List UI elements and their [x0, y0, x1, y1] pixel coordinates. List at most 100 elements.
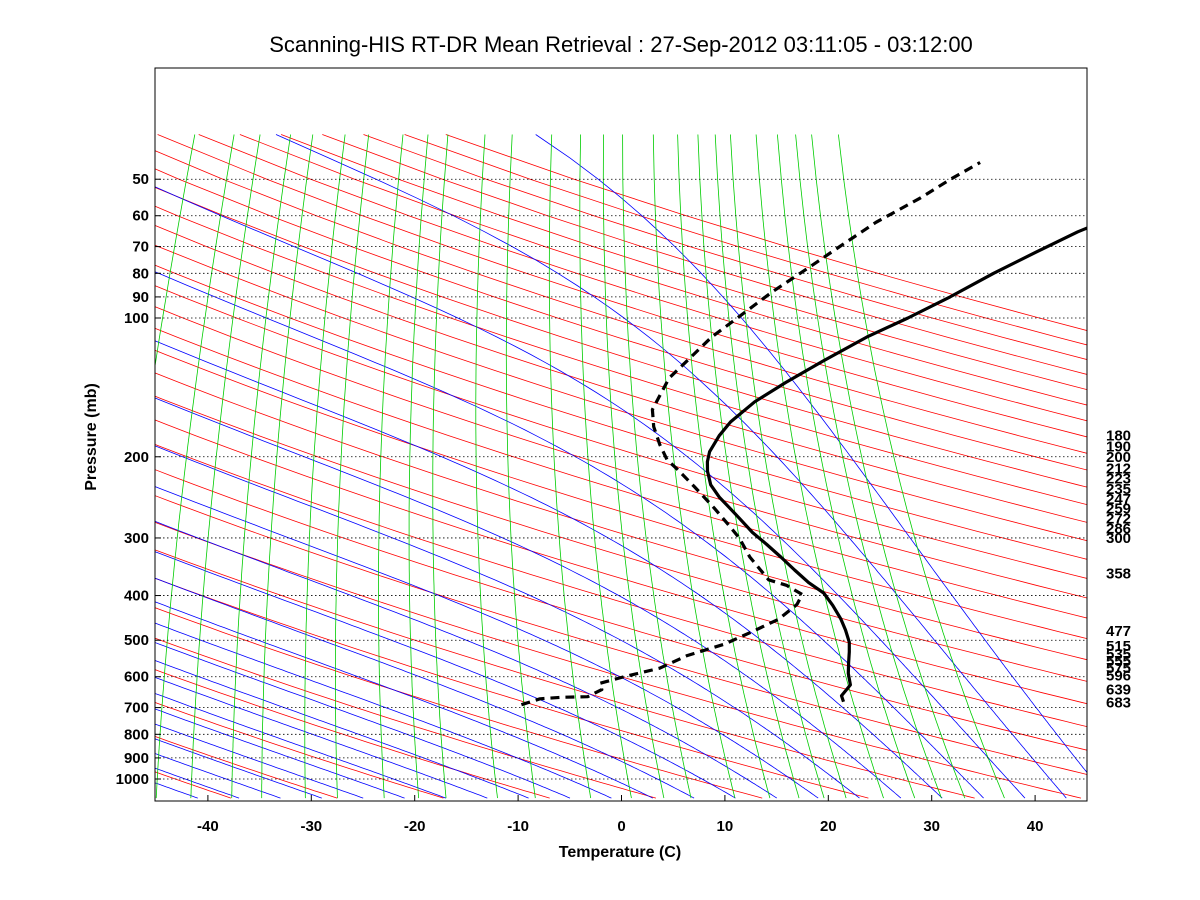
x-tick-label: 30 — [923, 818, 940, 835]
moist-adiabat-line — [155, 577, 695, 799]
dry-adiabat-line — [155, 607, 763, 799]
right-level-label: 190 — [1106, 439, 1131, 456]
dry-adiabat-line — [155, 395, 1087, 682]
moist-adiabat-line — [275, 134, 1067, 799]
dewpoint-profile-line — [520, 161, 981, 707]
y-tick-label: 800 — [124, 726, 149, 743]
right-level-label: 286 — [1106, 520, 1131, 537]
mixing-ratio-line — [677, 134, 771, 799]
y-tick-label: 60 — [132, 208, 149, 225]
plot-area — [155, 134, 1087, 799]
mixing-ratio-line — [697, 134, 800, 799]
right-level-label: 235 — [1106, 481, 1131, 498]
right-level-label: 180 — [1106, 428, 1131, 445]
mixing-ratio-line — [408, 134, 429, 799]
mixing-ratio-line — [432, 134, 449, 799]
y-tick-label: 100 — [124, 310, 149, 327]
mixing-ratio-line — [652, 134, 736, 799]
mixing-ratio-line — [755, 134, 884, 799]
mixing-ratio-line — [730, 134, 847, 799]
mixing-ratio-line — [838, 134, 1005, 799]
y-tick-label: 500 — [124, 632, 149, 649]
temperature-profile-line — [705, 226, 1087, 703]
dry-adiabat-line — [155, 549, 975, 799]
dry-adiabat-line — [155, 349, 1087, 640]
right-level-label: 247 — [1106, 491, 1131, 508]
right-level-label: 639 — [1106, 681, 1131, 698]
moist-adiabat-line — [155, 676, 488, 799]
dry-adiabat-line — [155, 702, 444, 799]
dry-adiabat-line — [155, 669, 550, 799]
y-tick-label: 400 — [124, 588, 149, 605]
right-level-label: 575 — [1106, 660, 1131, 677]
right-level-label: 683 — [1106, 695, 1131, 712]
mixing-ratio-line — [304, 134, 346, 799]
y-tick-label: 90 — [132, 289, 149, 306]
x-tick-label: 40 — [1027, 818, 1044, 835]
dry-adiabat-line — [155, 205, 1087, 506]
mixing-ratio-line — [475, 134, 498, 799]
mixing-ratio-line — [334, 134, 370, 799]
right-level-label: 515 — [1106, 638, 1131, 655]
mixing-ratio-line — [190, 134, 261, 799]
moist-adiabat-line — [155, 601, 653, 799]
mixing-ratio-line — [505, 134, 536, 799]
dry-adiabat-line — [155, 244, 1087, 542]
dry-adiabat-line — [155, 521, 1082, 799]
x-tick-label: -10 — [507, 818, 529, 835]
mixing-ratio-line — [811, 134, 966, 799]
moist-adiabat-line — [155, 340, 943, 799]
dry-adiabat-line — [155, 264, 1087, 560]
moist-adiabat-line — [535, 134, 1087, 774]
x-tick-label: 20 — [820, 818, 837, 835]
dry-adiabat-line — [155, 736, 338, 799]
dry-adiabat-line — [155, 306, 1087, 599]
right-level-label: 555 — [1106, 653, 1131, 670]
dry-adiabat-line — [155, 469, 1087, 751]
y-tick-label: 80 — [132, 265, 149, 282]
x-tick-label: 10 — [717, 818, 734, 835]
right-level-label: 358 — [1106, 565, 1131, 582]
mixing-ratio-line — [261, 134, 314, 799]
x-tick-label: -40 — [197, 818, 219, 835]
moist-adiabat-line — [155, 642, 571, 799]
right-level-label: 212 — [1106, 460, 1131, 477]
moist-adiabat-line — [155, 738, 322, 799]
y-axis-label: Pressure (mb) — [83, 383, 100, 491]
moist-adiabat-line — [155, 660, 529, 799]
right-side-labels: 1801902002122232352472592722863003584775… — [1106, 428, 1131, 712]
right-level-label: 535 — [1106, 646, 1131, 663]
mixing-ratio-line — [777, 134, 916, 799]
dry-adiabat-line — [155, 637, 657, 799]
moist-adiabat-line — [155, 693, 447, 799]
dry-adiabat-line — [155, 186, 1087, 488]
right-level-label: 272 — [1106, 510, 1131, 527]
right-level-label: 200 — [1106, 449, 1131, 466]
sounding-series — [520, 161, 1087, 707]
y-tick-label: 1000 — [116, 771, 149, 788]
mixing-ratio-line — [714, 134, 825, 799]
right-level-label: 477 — [1106, 623, 1131, 640]
y-tick-label: 700 — [124, 700, 149, 717]
y-tick-labels: 50 60 70 80 90 100 200 300 400 500 600 700 800 900 100… — [116, 171, 161, 788]
chart-title: Scanning-HIS RT-DR Mean Retrieval : 27-S… — [269, 32, 973, 57]
dry-adiabat-line — [155, 285, 1087, 579]
dry-adiabat-line — [155, 495, 1087, 775]
moist-adiabat-line — [155, 486, 819, 799]
dry-adiabat-line — [155, 327, 1087, 619]
y-tick-label: 50 — [132, 171, 149, 188]
pressure-gridlines — [155, 178, 1087, 780]
moist-adiabat-line — [155, 708, 405, 799]
moist-adiabat-line — [155, 723, 364, 799]
y-tick-label: 600 — [124, 669, 149, 686]
x-tick-label: 0 — [617, 818, 625, 835]
dry-adiabat-line — [155, 419, 1087, 705]
right-level-label: 259 — [1106, 501, 1131, 518]
moist-adiabat-line — [155, 520, 778, 799]
right-level-label: 223 — [1106, 471, 1131, 488]
mixing-ratio-line — [231, 134, 291, 799]
x-axis-label: Temperature (C) — [559, 844, 681, 861]
mixing-ratio-line — [795, 134, 942, 799]
y-tick-label: 200 — [124, 449, 149, 466]
